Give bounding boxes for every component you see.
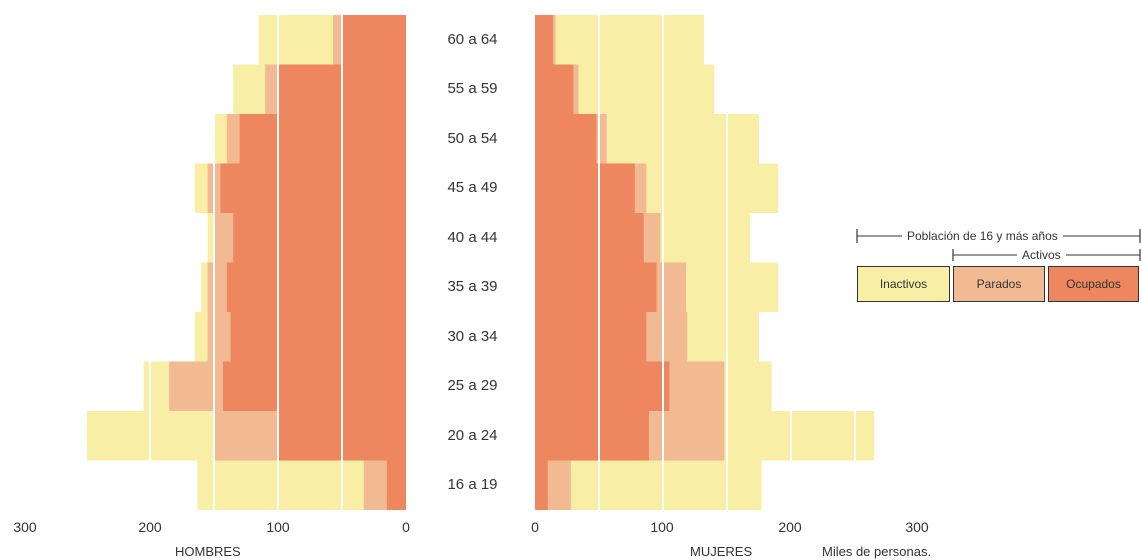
bar-hombres-ocupados-45-a-49	[220, 163, 406, 213]
tick-hombres-100: 100	[266, 519, 290, 535]
bar-mujeres-ocupados-50-a-54	[535, 114, 597, 164]
age-label: 45 a 49	[447, 179, 498, 197]
legend-inactivos: Inactivos	[857, 266, 950, 302]
age-label: 20 a 24	[447, 426, 498, 444]
tick-hombres-300: 300	[13, 519, 37, 535]
bar-mujeres-ocupados-16-a-19	[535, 460, 548, 510]
age-label: 25 a 29	[447, 377, 498, 395]
bar-mujeres-ocupados-45-a-49	[535, 163, 635, 213]
bar-mujeres-ocupados-20-a-24	[535, 411, 649, 461]
bar-hombres-ocupados-16-a-19	[386, 460, 406, 510]
bar-mujeres-ocupados-40-a-44	[535, 213, 644, 263]
bar-hombres-ocupados-40-a-44	[233, 213, 406, 263]
mujeres-axis-title: MUJERES	[690, 544, 753, 559]
bar-mujeres-inactivos-60-a-64	[535, 15, 704, 65]
bar-mujeres-ocupados-55-a-59	[535, 64, 574, 114]
bar-mujeres-inactivos-16-a-19	[535, 460, 762, 510]
bar-mujeres-ocupados-60-a-64	[535, 15, 553, 65]
tick-hombres-0: 0	[402, 519, 410, 535]
age-label: 60 a 64	[447, 30, 498, 48]
age-label: 55 a 59	[447, 80, 498, 98]
bar-hombres-ocupados-25-a-29	[222, 361, 406, 411]
age-label: 50 a 54	[447, 129, 498, 147]
tick-mujeres-300: 300	[905, 519, 929, 535]
hombres-bars	[86, 15, 406, 510]
mujeres-bars	[535, 15, 875, 510]
age-label: 30 a 34	[447, 327, 498, 345]
units-label: Miles de personas.	[822, 544, 932, 559]
bar-hombres-ocupados-50-a-54	[239, 114, 406, 164]
legend-population-label: Población de 16 y más años	[902, 229, 1063, 243]
age-label: 35 a 39	[447, 278, 498, 296]
tick-mujeres-0: 0	[531, 519, 539, 535]
age-label: 40 a 44	[447, 228, 498, 246]
age-label: 16 a 19	[447, 476, 498, 494]
bar-hombres-ocupados-30-a-34	[230, 312, 406, 362]
hombres-axis-title: HOMBRES	[175, 544, 241, 559]
tick-hombres-200: 200	[138, 519, 162, 535]
bar-mujeres-ocupados-30-a-34	[535, 312, 647, 362]
tick-mujeres-100: 100	[650, 519, 674, 535]
bar-hombres-ocupados-60-a-64	[342, 15, 406, 65]
legend-ocupados: Ocupados	[1048, 266, 1139, 302]
legend-activos-label: Activos	[1017, 248, 1066, 262]
legend-parados: Parados	[953, 266, 1045, 302]
gridlines	[85, 15, 856, 510]
bar-hombres-ocupados-35-a-39	[226, 262, 406, 312]
tick-mujeres-200: 200	[778, 519, 802, 535]
bar-mujeres-ocupados-25-a-29	[535, 361, 670, 411]
bar-mujeres-ocupados-35-a-39	[535, 262, 657, 312]
